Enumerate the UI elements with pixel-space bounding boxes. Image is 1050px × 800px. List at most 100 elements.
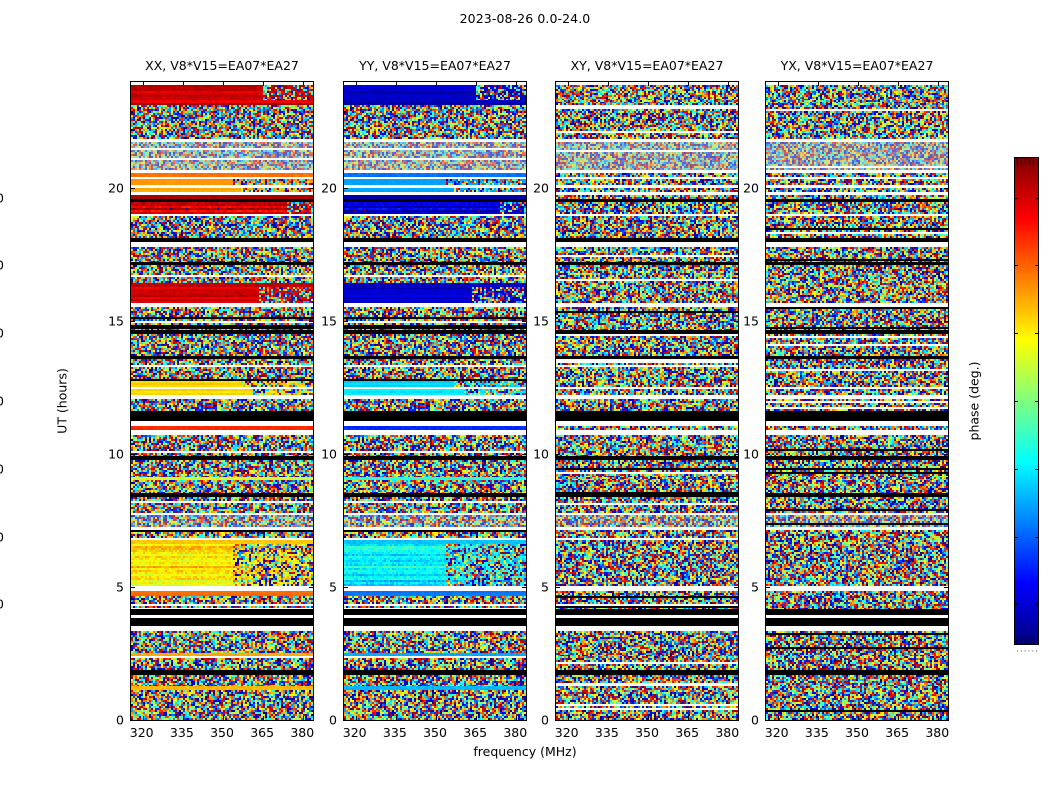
colorbar-tick-mark (1035, 536, 1039, 538)
x-tick-mark (728, 82, 730, 86)
colorbar-tick-mark (1035, 197, 1039, 199)
x-tick-label: 335 (804, 725, 829, 740)
x-tick-label: 380 (715, 725, 740, 740)
panel-yy[interactable]: YY, V8*V15=EA07*EA27 (343, 58, 527, 721)
x-tick-label: 365 (250, 725, 275, 740)
x-tick-mark (648, 82, 649, 86)
panel-xy[interactable]: XY, V8*V15=EA07*EA27 (555, 58, 739, 721)
y-tick-mark (734, 188, 738, 190)
x-tick-label: 365 (463, 725, 488, 740)
y-tick-mark (522, 321, 526, 323)
x-tick-mark (263, 82, 265, 86)
y-tick-mark (734, 321, 738, 323)
colorbar-label: phase (deg.) (966, 361, 982, 441)
x-tick-label: 380 (290, 725, 315, 740)
x-tick-label: 380 (925, 725, 950, 740)
y-tick-mark (131, 454, 135, 456)
y-tick-mark (734, 454, 738, 456)
y-tick-mark (309, 454, 313, 456)
colorbar-tick-mark (1014, 468, 1018, 470)
x-tick-mark (858, 716, 859, 720)
y-tick-mark (556, 321, 560, 323)
y-tick-mark (131, 321, 135, 323)
x-axis-label: frequency (MHz) (473, 744, 577, 759)
figure-suptitle: 2023-08-26 0.0-24.0 (459, 11, 591, 26)
y-tick-label: 0 (116, 712, 124, 728)
colorbar-tick-mark (1014, 536, 1018, 538)
x-tick-mark (303, 716, 305, 720)
y-tick-label: 0 (541, 712, 549, 728)
panel-title-xx: XX, V8*V15=EA07*EA27 (145, 58, 299, 73)
x-tick-mark (817, 82, 819, 86)
panel-title-yy: YY, V8*V15=EA07*EA27 (359, 58, 511, 73)
x-tick-mark (567, 82, 569, 86)
x-tick-label: 350 (845, 725, 869, 740)
panel-plot-area (343, 81, 527, 721)
x-tick-mark (182, 82, 184, 86)
x-tick-mark (607, 82, 609, 86)
x-tick-mark (476, 82, 478, 86)
colorbar-tick-mark (1035, 333, 1039, 335)
y-tick-label: 15 (533, 313, 549, 329)
x-tick-label: 350 (635, 725, 659, 740)
x-tick-mark (688, 716, 690, 720)
x-tick-mark (223, 82, 224, 86)
x-tick-mark (436, 716, 437, 720)
x-tick-label: 335 (594, 725, 619, 740)
y-tick-mark (734, 587, 738, 589)
y-tick-mark (944, 321, 948, 323)
y-tick-mark (309, 188, 313, 190)
x-tick-label: 350 (423, 725, 447, 740)
y-tick-mark (556, 454, 560, 456)
x-tick-mark (476, 716, 478, 720)
y-tick-mark (944, 720, 948, 721)
x-tick-mark (516, 82, 518, 86)
y-tick-label: 20 (743, 180, 759, 196)
y-tick-mark (131, 587, 135, 589)
y-tick-mark (522, 454, 526, 456)
y-tick-mark (344, 587, 348, 589)
x-tick-mark (395, 82, 397, 86)
y-tick-mark (522, 587, 526, 589)
y-tick-mark (766, 720, 770, 721)
y-tick-mark (344, 720, 348, 721)
x-tick-label: 380 (503, 725, 528, 740)
y-tick-mark (766, 454, 770, 456)
panel-yx[interactable]: YX, V8*V15=EA07*EA27 (765, 58, 949, 721)
y-tick-mark (766, 321, 770, 323)
panel-plot-area (765, 81, 949, 721)
x-tick-label: 320 (764, 725, 789, 740)
x-tick-mark (436, 82, 437, 86)
y-tick-label: 10 (108, 446, 124, 462)
y-tick-mark (309, 321, 313, 323)
y-tick-mark (944, 587, 948, 589)
y-tick-mark (944, 188, 948, 190)
y-tick-label: 20 (108, 180, 124, 196)
colorbar-tick-label: −50 (0, 461, 4, 477)
panel-plot-area (555, 81, 739, 721)
colorbar-tick-label: 50 (0, 325, 4, 341)
x-tick-mark (688, 82, 690, 86)
x-tick-mark (516, 716, 518, 720)
x-tick-label: 365 (885, 725, 910, 740)
colorbar[interactable] (1014, 157, 1039, 645)
colorbar-tick-label: −150 (0, 596, 4, 612)
x-tick-label: 335 (169, 725, 194, 740)
y-tick-label: 15 (108, 313, 124, 329)
colorbar-tick-mark (1014, 401, 1018, 402)
x-tick-mark (858, 82, 859, 86)
y-tick-label: 10 (533, 446, 549, 462)
y-tick-mark (766, 587, 770, 589)
colorbar-tick-label: 150 (0, 190, 4, 206)
y-tick-mark (344, 188, 348, 190)
panel-xx[interactable]: XX, V8*V15=EA07*EA27 (130, 58, 314, 721)
colorbar-tick-mark (1014, 265, 1018, 267)
x-tick-mark (607, 716, 609, 720)
y-tick-mark (131, 188, 135, 190)
x-tick-mark (728, 716, 730, 720)
colorbar-tick-mark (1035, 265, 1039, 267)
y-tick-label: 0 (751, 712, 759, 728)
colorbar-underflow-hatch: ······ (1016, 647, 1040, 657)
x-tick-mark (567, 716, 569, 720)
y-tick-label: 20 (321, 180, 337, 196)
